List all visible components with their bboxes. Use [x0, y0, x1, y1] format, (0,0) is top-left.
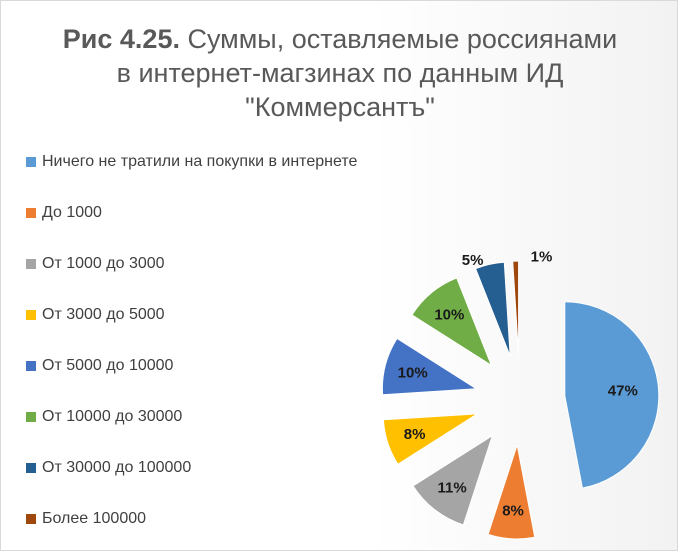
pie-slice	[474, 261, 511, 357]
legend-swatch	[26, 463, 36, 473]
legend-item: От 30000 до 100000	[26, 456, 191, 480]
pie-slice	[487, 444, 536, 540]
data-label: 8%	[404, 426, 426, 443]
pie-slice	[512, 260, 520, 356]
legend-swatch	[26, 208, 36, 218]
data-label: 8%	[502, 503, 524, 520]
legend-swatch	[26, 157, 36, 167]
chart-title-bold: Рис 4.25.	[62, 24, 180, 54]
legend-label: До 1000	[42, 204, 102, 221]
legend-item: От 5000 до 10000	[26, 354, 173, 378]
data-label: 47%	[608, 382, 638, 399]
legend-swatch	[26, 361, 36, 371]
legend-label: Более 100000	[42, 510, 147, 527]
legend-swatch	[26, 310, 36, 320]
legend-label: Ничего не тратили на покупки в интернете	[42, 153, 358, 170]
data-label: 11%	[437, 480, 466, 497]
legend-item: От 10000 до 30000	[26, 405, 182, 429]
legend-item: Ничего не тратили на покупки в интернете	[26, 150, 357, 174]
legend-label: От 10000 до 30000	[42, 408, 183, 425]
legend-item: От 3000 до 5000	[26, 303, 165, 327]
legend-label: От 30000 до 100000	[42, 459, 192, 476]
legend-label: От 3000 до 5000	[42, 306, 165, 323]
legend-swatch	[26, 514, 36, 524]
pie-slice	[412, 434, 494, 526]
chart-title-rest: Суммы, оставляемые россиянами в интернет…	[116, 24, 618, 122]
legend-label: От 1000 до 3000	[42, 255, 165, 272]
chart-title: Рис 4.25. Суммы, оставляемые россиянами …	[60, 22, 620, 124]
legend-label: От 5000 до 10000	[42, 357, 174, 374]
legend-swatch	[26, 259, 36, 269]
legend-item: До 1000	[26, 201, 102, 225]
data-label: 1%	[531, 248, 553, 265]
data-label: 10%	[434, 307, 464, 324]
legend-swatch	[26, 412, 36, 422]
pie-slice	[382, 413, 478, 465]
legend-item: Более 100000	[26, 507, 146, 531]
data-label: 10%	[398, 364, 428, 381]
data-label: 5%	[462, 252, 484, 269]
pie-slice	[411, 277, 493, 367]
pie-slice	[381, 337, 478, 396]
pie-slice	[564, 301, 660, 489]
legend-item: От 1000 до 3000	[26, 252, 165, 276]
